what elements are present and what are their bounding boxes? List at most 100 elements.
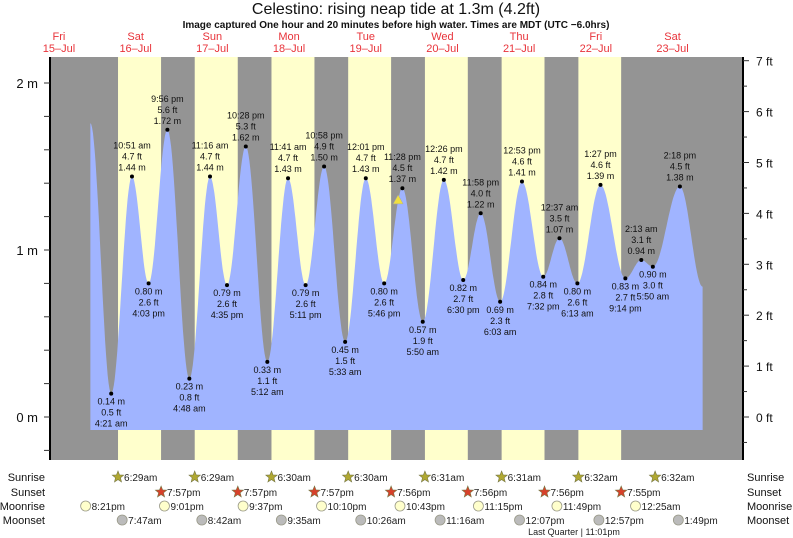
- moonrise-moon-icon: [159, 500, 170, 512]
- moonset-time: 9:35am: [287, 516, 320, 527]
- high-tide-ft: 4.0 ft: [471, 188, 492, 198]
- moonset-row-label: Moonset: [3, 515, 45, 527]
- moonset-time: 10:26am: [367, 516, 406, 527]
- sunrise-row-label: Sunrise: [8, 472, 45, 484]
- high-tide-point: [165, 127, 170, 132]
- low-tide-time: 6:13 am: [561, 308, 594, 318]
- high-tide-ft: 4.7 ft: [200, 152, 221, 162]
- high-tide-time: 11:28 pm: [384, 152, 421, 162]
- low-tide-point: [575, 281, 580, 286]
- high-tide-m: 1.43 m: [352, 164, 380, 174]
- low-tide-ft: 2.8 ft: [533, 291, 554, 301]
- low-tide-time: 7:32 pm: [527, 302, 560, 312]
- sunset-star-icon: [231, 485, 245, 498]
- high-tide-point: [363, 176, 368, 181]
- low-tide-ft: 2.7 ft: [453, 294, 474, 304]
- high-tide-m: 1.39 m: [587, 171, 615, 181]
- low-tide-m: 0.45 m: [331, 345, 359, 355]
- sunset-row-label: Sunset: [11, 487, 45, 499]
- low-tide-point: [420, 319, 425, 324]
- high-tide-time: 9:56 pm: [151, 94, 184, 104]
- moonset-moon-icon: [196, 514, 208, 526]
- low-tide-ft: 2.7 ft: [615, 292, 636, 302]
- sunset-star-icon: [614, 485, 628, 498]
- low-tide-ft: 2.3 ft: [490, 316, 511, 326]
- moonrise-time: 12:25am: [642, 502, 681, 513]
- high-tide-time: 1:27 pm: [584, 149, 617, 159]
- low-tide-time: 9:14 pm: [609, 303, 642, 313]
- day-name: Thu: [510, 31, 529, 43]
- low-tide-time: 5:50 am: [406, 347, 439, 357]
- high-tide-ft: 4.6 ft: [512, 157, 533, 167]
- high-tide-m: 1.41 m: [508, 168, 536, 178]
- high-tide-point: [557, 236, 562, 241]
- moonset-time: 1:49pm: [684, 516, 717, 527]
- high-tide-point: [243, 144, 248, 149]
- high-tide-time: 10:58 pm: [305, 131, 343, 141]
- low-tide-point: [650, 264, 655, 269]
- high-tide-m: 1.43 m: [274, 164, 302, 174]
- sunrise-time: 6:32am: [584, 473, 617, 484]
- high-tide-m: 1.44 m: [196, 163, 224, 173]
- moon-phase-label: Last Quarter | 11:01pm: [528, 527, 620, 537]
- moonrise-moon-icon: [237, 500, 249, 512]
- left-tick-label: 2 m: [16, 76, 38, 91]
- low-tide-time: 5:12 am: [251, 387, 284, 397]
- sunrise-star-icon: [571, 470, 585, 483]
- high-tide-m: 1.42 m: [430, 166, 458, 176]
- moonrise-moon-icon: [551, 500, 563, 512]
- moonset-time: 12:57pm: [605, 516, 644, 527]
- high-tide-m: 1.38 m: [666, 173, 694, 183]
- low-tide-m: 0.82 m: [449, 283, 477, 293]
- sunrise-star-icon: [418, 470, 432, 483]
- low-tide-point: [343, 339, 348, 344]
- sunrise-time: 6:29am: [124, 473, 157, 484]
- right-tick-label: 0 ft: [756, 411, 773, 425]
- low-tide-ft: 2.6 ft: [374, 297, 395, 307]
- sunset-star-icon: [154, 485, 168, 498]
- moonset-moon-icon: [672, 514, 684, 526]
- sunrise-time: 6:32am: [661, 473, 694, 484]
- sunset-star-icon: [308, 485, 321, 498]
- low-tide-ft: 2.6 ft: [567, 297, 588, 307]
- moonset-moon-icon: [514, 514, 525, 526]
- low-tide-m: 0.79 m: [213, 288, 241, 298]
- low-tide-point: [187, 376, 192, 381]
- moonrise-moon-icon: [394, 500, 406, 512]
- tide-area: [90, 123, 703, 430]
- low-tide-time: 5:33 am: [329, 367, 362, 377]
- sunset-time: 7:57pm: [244, 488, 277, 499]
- day-labels: Fri15–JulSat16–JulSun17–JulMon18–JulTue1…: [43, 31, 689, 55]
- moonrise-time: 10:10pm: [328, 502, 367, 513]
- high-tide-m: 0.94 m: [628, 246, 656, 256]
- sunrise-star-icon: [265, 470, 278, 483]
- high-tide-point: [598, 182, 603, 187]
- high-tide-point: [129, 174, 134, 179]
- high-tide-point: [441, 177, 446, 182]
- low-tide-ft: 1.1 ft: [257, 376, 278, 386]
- low-tide-point: [265, 359, 270, 364]
- high-tide-ft: 5.6 ft: [157, 105, 178, 115]
- sunrise-time: 6:31am: [431, 473, 464, 484]
- high-tide-time: 12:37 am: [541, 202, 579, 212]
- high-tide-ft: 4.7 ft: [278, 153, 299, 163]
- low-tide-time: 4:35 pm: [211, 310, 244, 320]
- sunset-star-icon: [384, 485, 398, 498]
- chart-title: Celestino: rising neap tide at 1.3m (4.2…: [252, 1, 540, 18]
- low-tide-ft: 1.9 ft: [413, 336, 434, 346]
- day-name: Tue: [356, 31, 375, 43]
- day-date: 21–Jul: [503, 43, 535, 55]
- low-tide-point: [623, 276, 628, 281]
- sunrise-time: 6:30am: [354, 473, 387, 484]
- high-tide-time: 12:26 pm: [425, 144, 463, 154]
- astro-rows: Sunrise Sunrise 6:29am 6:29am 6:30am 6:30am 6:…: [0, 470, 792, 537]
- low-tide-m: 0.57 m: [409, 325, 437, 335]
- low-tide-point: [382, 281, 387, 286]
- day-name: Sat: [127, 31, 144, 43]
- day-date: 17–Jul: [196, 43, 228, 55]
- sunrise-star-icon: [648, 470, 662, 483]
- tide-curve: [90, 123, 703, 430]
- high-tide-ft: 4.6 ft: [590, 160, 611, 170]
- moonrise-time: 11:49pm: [563, 502, 601, 513]
- low-tide-ft: 0.8 ft: [179, 393, 200, 403]
